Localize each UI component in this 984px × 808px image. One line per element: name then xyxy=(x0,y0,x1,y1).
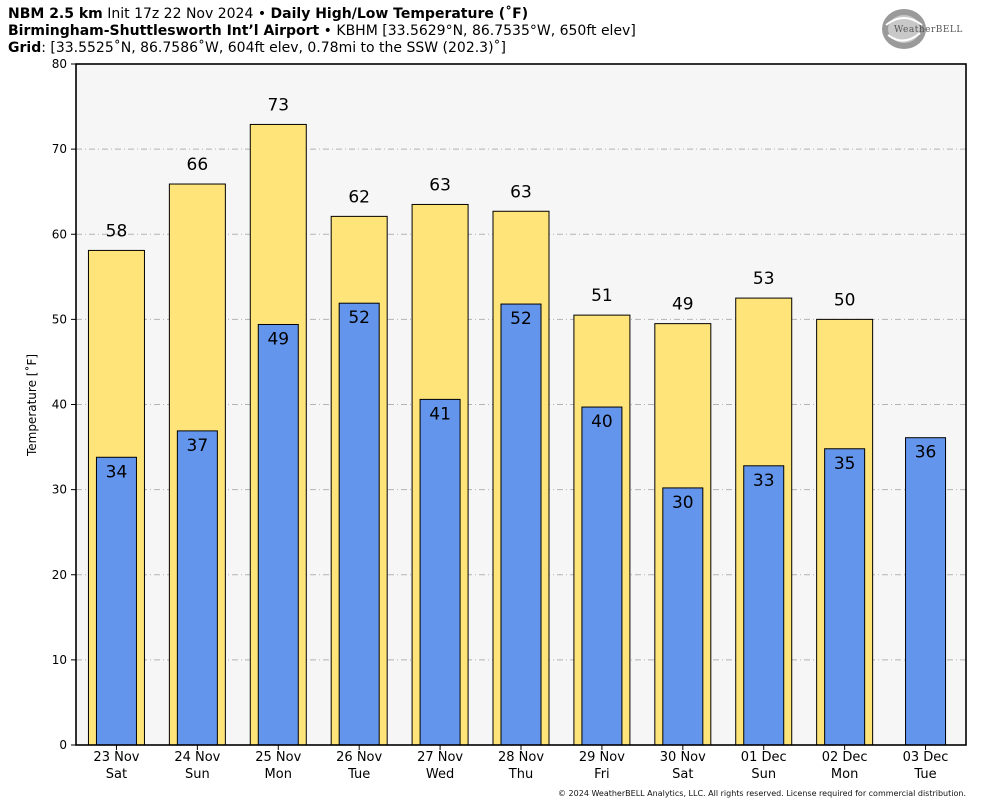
x-tick-date: 27 Nov xyxy=(417,750,463,765)
x-tick-day: Mon xyxy=(831,767,858,782)
high-temp-label: 66 xyxy=(187,155,209,175)
copyright-text: © 2024 WeatherBELL Analytics, LLC. All r… xyxy=(558,789,966,798)
x-tick-date: 01 Dec xyxy=(741,750,787,765)
product-title: Daily High/Low Temperature (˚F) xyxy=(270,6,529,22)
separator: • xyxy=(257,6,267,22)
x-tick-date: 26 Nov xyxy=(336,750,382,765)
high-temp-label: 49 xyxy=(672,295,694,315)
logo-text: WeatherBELL xyxy=(894,25,963,35)
low-temp-bar xyxy=(419,398,461,746)
low-temp-label: 35 xyxy=(834,454,856,474)
low-temp-bar xyxy=(905,437,947,746)
y-tick-label: 50 xyxy=(52,312,67,326)
y-tick-label: 60 xyxy=(52,227,67,241)
high-temp-label: 63 xyxy=(429,175,451,195)
high-temp-label: 53 xyxy=(753,269,775,289)
low-temp-bar xyxy=(500,303,542,746)
y-tick-label: 30 xyxy=(52,483,67,497)
x-tick-day: Mon xyxy=(265,767,292,782)
header-line-2: Birmingham-Shuttlesworth Int’l Airport •… xyxy=(8,23,636,40)
y-tick-label: 40 xyxy=(52,398,67,412)
header-line-3: Grid: [33.5525˚N, 86.7586˚W, 604ft elev,… xyxy=(8,40,506,57)
x-tick-day: Thu xyxy=(508,767,533,782)
y-tick-label: 80 xyxy=(52,57,67,71)
x-tick-date: 02 Dec xyxy=(822,750,868,765)
high-temp-label: 73 xyxy=(267,95,289,115)
low-temp-label: 52 xyxy=(348,308,370,328)
bars: 58 34 66 37 73 49 62 52 63 41 63 52 51 40 49 30 53 33 50 35… xyxy=(87,95,947,746)
high-temp-label: 58 xyxy=(106,221,128,241)
low-temp-bar xyxy=(581,406,623,746)
x-tick-day: Tue xyxy=(913,767,936,782)
x-tick-day: Sun xyxy=(751,767,776,782)
y-tick-label: 70 xyxy=(52,142,67,156)
low-temp-bar xyxy=(257,323,299,746)
low-temp-label: 52 xyxy=(510,309,532,329)
low-temp-bar xyxy=(95,456,137,746)
low-temp-bar xyxy=(176,430,218,746)
low-temp-label: 30 xyxy=(672,493,694,513)
low-temp-bar xyxy=(338,302,380,746)
low-temp-bar xyxy=(662,487,704,746)
separator: • xyxy=(323,23,332,39)
x-tick-date: 03 Dec xyxy=(903,750,949,765)
low-temp-bar xyxy=(824,448,866,746)
x-axis: 23 Nov Sat 24 Nov Sun 25 Nov Mon 26 Nov Tue 27 N… xyxy=(93,745,948,782)
low-temp-label: 49 xyxy=(267,329,289,349)
high-temp-label: 51 xyxy=(591,286,613,306)
x-tick-date: 23 Nov xyxy=(93,750,139,765)
y-tick-label: 0 xyxy=(59,738,67,752)
station-info: KBHM [33.5629°N, 86.7535°W, 650ft elev] xyxy=(336,23,636,39)
low-temp-label: 36 xyxy=(915,443,937,463)
high-temp-label: 62 xyxy=(348,187,370,207)
x-tick-day: Sat xyxy=(106,767,127,782)
low-temp-label: 34 xyxy=(106,462,128,482)
init-time: Init 17z 22 Nov 2024 xyxy=(107,6,254,22)
model-name: NBM 2.5 km xyxy=(8,6,103,22)
y-tick-label: 20 xyxy=(52,568,67,582)
grid-info: : [33.5525˚N, 86.7586˚W, 604ft elev, 0.7… xyxy=(41,40,507,56)
x-tick-date: 30 Nov xyxy=(660,750,706,765)
low-temp-label: 33 xyxy=(753,471,775,491)
y-axis: 0 10 20 30 40 50 60 70 80 xyxy=(52,57,76,752)
header-line-1: NBM 2.5 km Init 17z 22 Nov 2024 • Daily … xyxy=(8,6,528,23)
x-tick-date: 28 Nov xyxy=(498,750,544,765)
weatherbell-logo xyxy=(882,9,926,49)
high-temp-label: 63 xyxy=(510,182,532,202)
station-name: Birmingham-Shuttlesworth Int’l Airport xyxy=(8,23,320,39)
y-tick-label: 10 xyxy=(52,653,67,667)
x-tick-day: Wed xyxy=(426,767,454,782)
low-temp-bar xyxy=(743,465,785,746)
x-tick-day: Fri xyxy=(594,767,610,782)
x-tick-day: Sat xyxy=(672,767,693,782)
x-tick-date: 25 Nov xyxy=(255,750,301,765)
grid-label: Grid xyxy=(8,40,42,56)
low-temp-label: 37 xyxy=(187,436,209,456)
low-temp-label: 41 xyxy=(429,404,451,424)
y-axis-label: Temperature [˚F] xyxy=(24,354,39,457)
x-tick-day: Tue xyxy=(347,767,370,782)
low-temp-label: 40 xyxy=(591,412,613,432)
x-tick-day: Sun xyxy=(185,767,210,782)
x-tick-date: 24 Nov xyxy=(174,750,220,765)
x-tick-date: 29 Nov xyxy=(579,750,625,765)
high-temp-label: 50 xyxy=(834,290,856,310)
